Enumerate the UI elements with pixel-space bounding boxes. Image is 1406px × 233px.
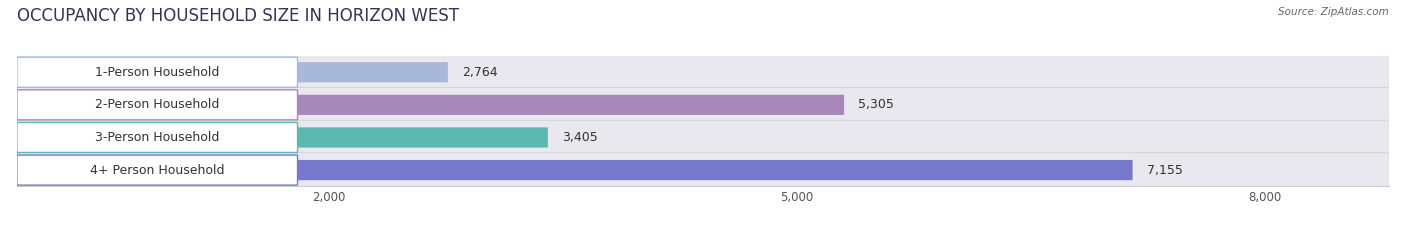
FancyBboxPatch shape — [17, 95, 844, 115]
Text: 4+ Person Household: 4+ Person Household — [90, 164, 225, 177]
Text: 2-Person Household: 2-Person Household — [96, 98, 219, 111]
FancyBboxPatch shape — [17, 155, 298, 185]
FancyBboxPatch shape — [17, 160, 1133, 180]
Text: 7,155: 7,155 — [1147, 164, 1182, 177]
Text: 3,405: 3,405 — [562, 131, 598, 144]
Text: 5,305: 5,305 — [858, 98, 894, 111]
FancyBboxPatch shape — [17, 153, 1389, 187]
Text: 1-Person Household: 1-Person Household — [96, 66, 219, 79]
FancyBboxPatch shape — [17, 120, 1389, 155]
FancyBboxPatch shape — [17, 88, 1389, 122]
FancyBboxPatch shape — [17, 123, 298, 152]
FancyBboxPatch shape — [17, 55, 1389, 89]
FancyBboxPatch shape — [17, 90, 298, 120]
Text: 3-Person Household: 3-Person Household — [96, 131, 219, 144]
FancyBboxPatch shape — [17, 57, 298, 87]
Text: OCCUPANCY BY HOUSEHOLD SIZE IN HORIZON WEST: OCCUPANCY BY HOUSEHOLD SIZE IN HORIZON W… — [17, 7, 458, 25]
FancyBboxPatch shape — [17, 62, 449, 82]
Text: Source: ZipAtlas.com: Source: ZipAtlas.com — [1278, 7, 1389, 17]
Text: 2,764: 2,764 — [463, 66, 498, 79]
FancyBboxPatch shape — [17, 127, 548, 147]
